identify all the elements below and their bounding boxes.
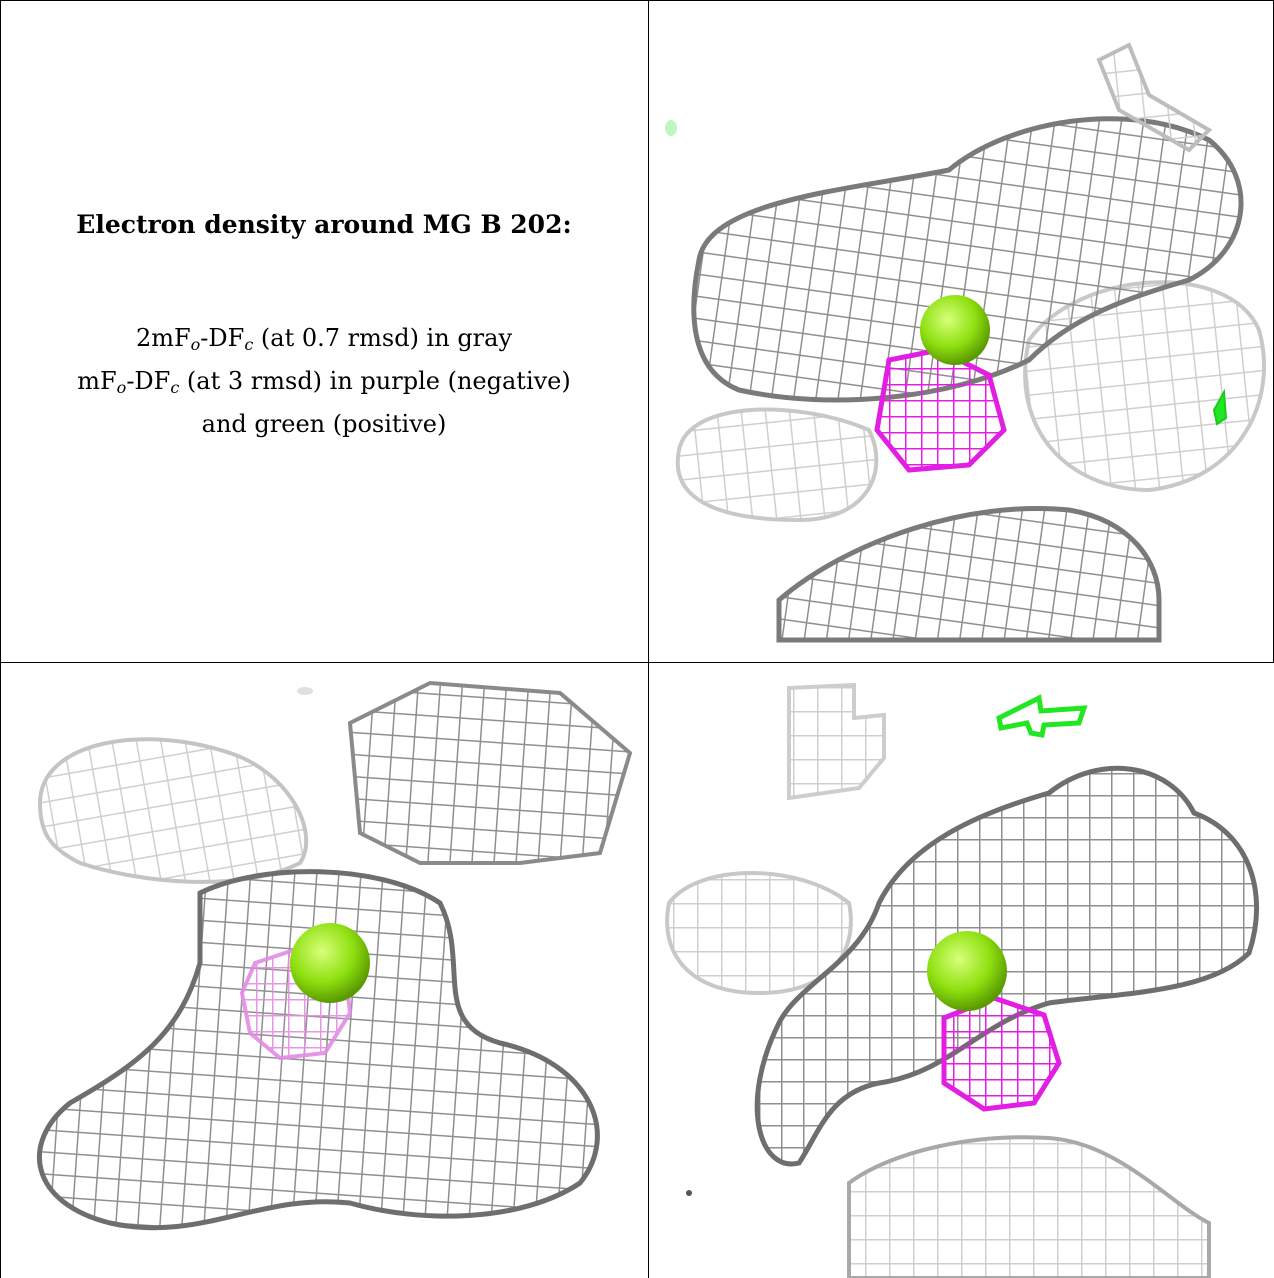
difference-mesh-positive-small xyxy=(297,687,313,695)
density-mesh-top-fragment xyxy=(787,682,886,801)
caption-body: 2mFo-DFc (at 0.7 rmsd) in gray mFo-DFc (… xyxy=(0,320,648,442)
density-view-3 xyxy=(649,663,1274,1278)
caption-subscript: c xyxy=(244,335,254,354)
density-mesh-upper-right xyxy=(347,680,633,865)
density-mesh-bottom xyxy=(847,1135,1211,1278)
difference-mesh-positive xyxy=(996,694,1088,738)
caption-text: 2mF xyxy=(135,324,191,352)
difference-mesh-positive xyxy=(1212,388,1228,426)
density-view-2-canvas xyxy=(36,680,633,1231)
mg-ion-sphere xyxy=(290,923,370,1003)
caption-text: (at 3 rmsd) in purple (negative) xyxy=(179,367,571,395)
mg-ion-sphere xyxy=(927,931,1007,1011)
caption-line-positive: and green (positive) xyxy=(201,410,447,438)
density-view-1-canvas xyxy=(665,42,1266,643)
difference-mesh-positive-small xyxy=(665,120,677,136)
density-mesh-bottom xyxy=(776,505,1162,643)
density-mesh-back-left xyxy=(675,407,879,523)
caption-line-2fofc: 2mFo-DFc (at 0.7 rmsd) in gray xyxy=(0,320,648,363)
density-view-1 xyxy=(649,0,1274,662)
caption-cell: Electron density around MG B 202: 2mFo-D… xyxy=(0,0,648,662)
density-mesh-main xyxy=(754,765,1259,1167)
caption-text: (at 0.7 rmsd) in gray xyxy=(253,324,513,352)
caption-subscript: o xyxy=(190,335,201,354)
stray-dot xyxy=(686,1190,692,1196)
density-mesh-tail xyxy=(1096,42,1213,153)
caption-subscript: c xyxy=(170,378,180,397)
density-mesh-main xyxy=(691,116,1244,403)
caption-text: mF xyxy=(77,367,117,395)
caption-text: -DF xyxy=(200,324,245,352)
difference-mesh-negative xyxy=(941,995,1062,1112)
caption-subscript: o xyxy=(116,378,127,397)
mg-ion-sphere xyxy=(920,295,990,365)
caption-text: -DF xyxy=(126,367,171,395)
caption-title: Electron density around MG B 202: xyxy=(76,210,572,239)
density-view-2 xyxy=(0,663,648,1278)
density-mesh-upper-left xyxy=(37,737,309,884)
density-view-3-canvas xyxy=(665,682,1259,1278)
caption-line-fofc: mFo-DFc (at 3 rmsd) in purple (negative) xyxy=(0,363,648,406)
